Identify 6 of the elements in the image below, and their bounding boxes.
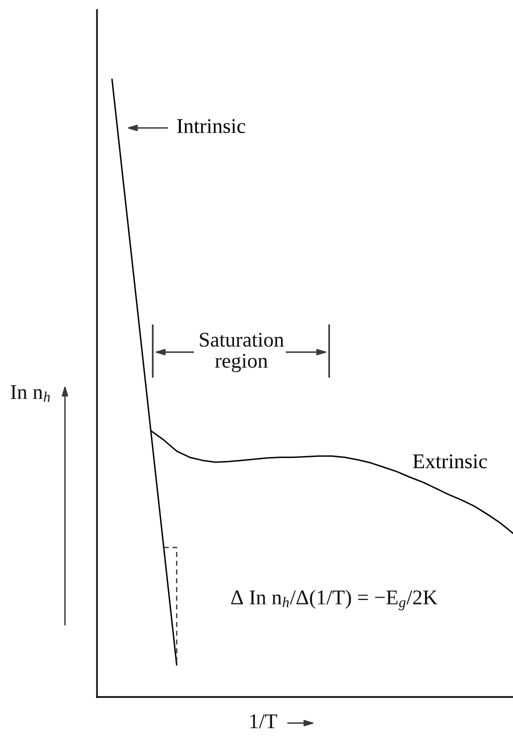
annotation: Saturation region (200, 332, 284, 372)
x-axis-title: 1/T (250, 714, 278, 728)
text: Intrinsic (177, 119, 246, 134)
annotation: Δ In n$_{h}$/Δ(1/T) = −E$_{g}$/2K (231, 590, 438, 610)
y-axis-title: In n$_{h}$ (10, 385, 50, 402)
series-label: Extrinsic (412, 454, 487, 468)
